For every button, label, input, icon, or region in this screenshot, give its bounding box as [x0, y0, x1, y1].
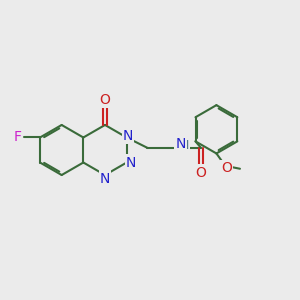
Text: O: O	[221, 161, 232, 175]
Text: N: N	[100, 172, 110, 186]
Text: H: H	[180, 139, 189, 152]
Text: N: N	[123, 129, 134, 143]
Text: F: F	[13, 130, 21, 145]
Text: N: N	[176, 137, 186, 151]
Text: O: O	[100, 93, 110, 107]
Text: N: N	[126, 155, 136, 170]
Text: O: O	[196, 166, 206, 179]
